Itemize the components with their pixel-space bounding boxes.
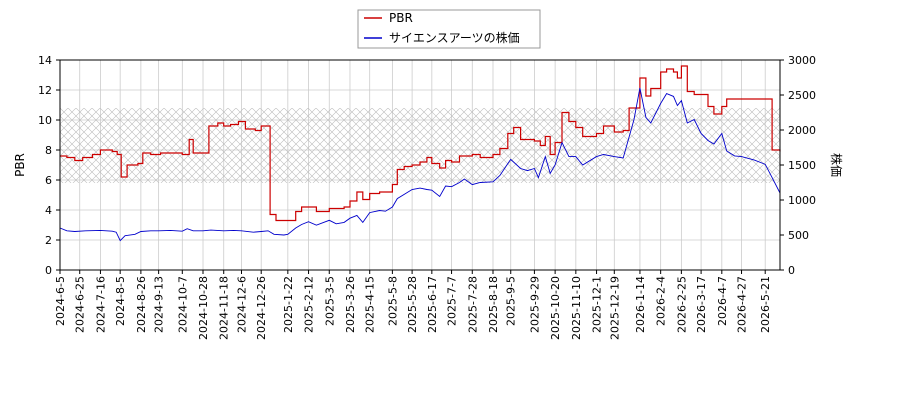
x-tick-label: 2026-3-17 <box>695 276 708 333</box>
x-tick-label: 2024-12-6 <box>235 276 248 333</box>
x-tick-label: 2024-9-13 <box>153 276 166 333</box>
left-axis: 0 2 4 6 8 10 12 14 <box>38 54 60 277</box>
x-axis: 2024-6-5 2024-6-25 2024-7-16 2024-8-5 2024-8… <box>54 270 772 340</box>
x-tick-label: 2025-7-28 <box>466 276 479 333</box>
legend: PBR サイエンスアーツの株価 <box>357 9 541 49</box>
right-tick-label: 2000 <box>788 124 816 137</box>
x-tick-label: 2025-6-17 <box>426 276 439 333</box>
x-tick-label: 2024-6-25 <box>74 276 87 333</box>
x-tick-label: 2025-9-29 <box>528 276 541 333</box>
right-tick-label: 0 <box>788 264 795 277</box>
series-layer <box>59 65 781 242</box>
legend-label-price: サイエンスアーツの株価 <box>389 30 520 45</box>
x-tick-label: 2026-2-25 <box>675 276 688 333</box>
left-tick-label: 6 <box>45 174 52 187</box>
left-tick-label: 10 <box>38 114 52 127</box>
x-tick-label: 2025-10-20 <box>549 276 562 340</box>
x-tick-label: 2024-8-5 <box>114 276 127 326</box>
x-tick-label: 2026-2-4 <box>655 276 668 326</box>
x-tick-label: 2025-2-12 <box>303 276 316 333</box>
x-tick-label: 2025-11-10 <box>570 276 583 340</box>
range-band <box>60 108 780 183</box>
stock-price-series-line <box>59 87 781 242</box>
x-tick-label: 2026-4-7 <box>716 276 729 326</box>
x-tick-label: 2025-8-18 <box>487 276 500 333</box>
right-tick-label: 500 <box>788 229 809 242</box>
x-tick-label: 2025-1-22 <box>282 276 295 333</box>
x-tick-label: 2026-5-21 <box>759 276 772 333</box>
left-axis-title: PBR <box>13 153 27 177</box>
x-tick-label: 2025-3-26 <box>344 276 357 333</box>
left-tick-label: 2 <box>45 234 52 247</box>
x-tick-label: 2025-9-5 <box>505 276 518 326</box>
x-tick-label: 2024-12-26 <box>255 276 268 340</box>
x-tick-label: 2026-4-27 <box>736 276 749 333</box>
x-tick-label: 2026-1-14 <box>634 276 647 333</box>
x-tick-label: 2025-12-19 <box>608 276 621 340</box>
x-tick-label: 2025-12-1 <box>591 276 604 333</box>
x-tick-label: 2024-6-5 <box>54 276 67 326</box>
left-tick-label: 12 <box>38 84 52 97</box>
x-tick-label: 2025-4-15 <box>364 276 377 333</box>
x-tick-label: 2024-10-28 <box>197 276 210 340</box>
left-tick-label: 4 <box>45 204 52 217</box>
pbr-series-line <box>60 65 781 222</box>
x-tick-label: 2025-7-7 <box>446 276 459 326</box>
left-tick-label: 0 <box>45 264 52 277</box>
x-tick-label: 2024-8-26 <box>135 276 148 333</box>
legend-label-pbr: PBR <box>389 11 413 25</box>
x-tick-label: 2025-5-28 <box>406 276 419 333</box>
left-tick-label: 8 <box>45 144 52 157</box>
x-tick-label: 2025-3-5 <box>323 276 336 326</box>
right-tick-label: 1000 <box>788 194 816 207</box>
x-tick-label: 2024-7-16 <box>94 276 107 333</box>
right-tick-label: 3000 <box>788 54 816 67</box>
right-tick-label: 2500 <box>788 89 816 102</box>
right-axis: 0 500 1000 1500 2000 2500 3000 <box>780 54 816 277</box>
legend-box <box>357 9 541 49</box>
x-tick-label: 2024-10-7 <box>176 276 189 333</box>
x-tick-label: 2025-5-8 <box>386 276 399 326</box>
x-tick-label: 2024-11-18 <box>218 276 231 340</box>
right-axis-title: 株価 <box>829 153 844 177</box>
right-tick-label: 1500 <box>788 159 816 172</box>
left-tick-label: 14 <box>38 54 52 67</box>
